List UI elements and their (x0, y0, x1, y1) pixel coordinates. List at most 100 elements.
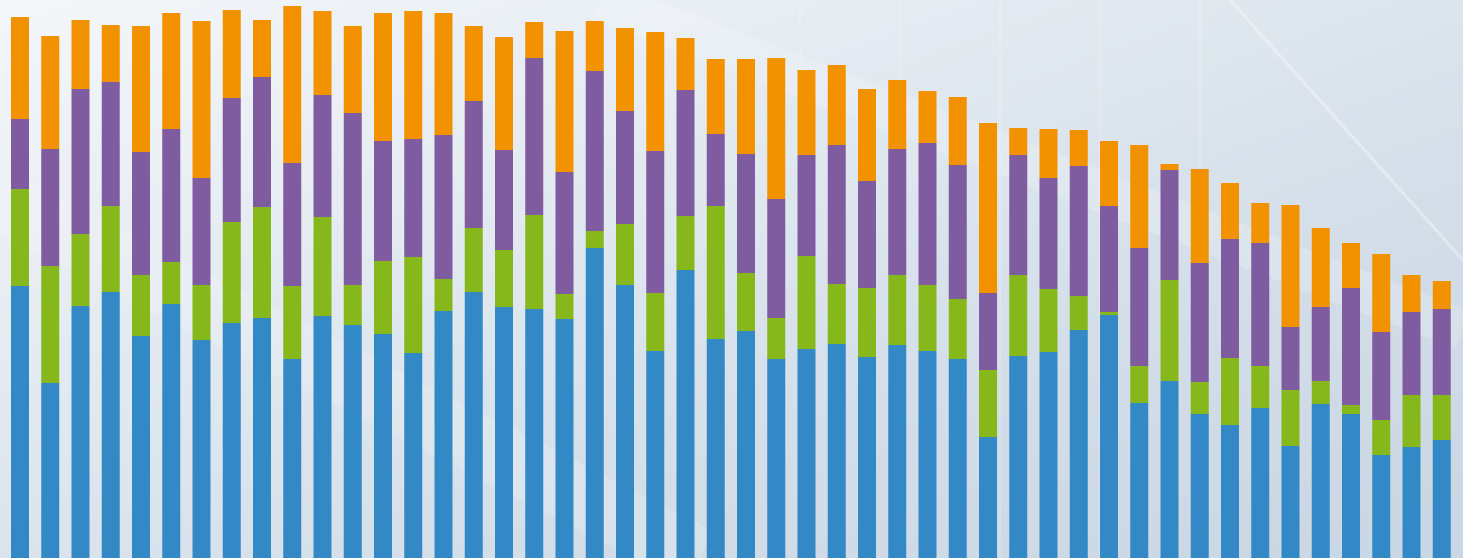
bar-segment (979, 123, 997, 293)
bar-segment (343, 285, 362, 325)
bar-segment (616, 224, 634, 285)
bar-segment (555, 319, 574, 558)
bar-segment (979, 437, 997, 558)
bar-segment (555, 294, 574, 319)
bar-segment (646, 32, 665, 151)
bar-segment (132, 275, 150, 336)
bar-segment (706, 59, 725, 134)
bar-segment (404, 139, 423, 257)
bar-segment (858, 89, 876, 181)
bar-segment (434, 135, 453, 279)
bar-segment (706, 339, 725, 558)
bar-segment (858, 288, 876, 357)
bar-segment (1432, 395, 1451, 440)
bar-segment (464, 228, 483, 292)
bar-segment (313, 217, 332, 316)
bar-segment (434, 279, 453, 311)
bar-segment (1100, 141, 1118, 206)
bar-segment (797, 349, 816, 558)
bar-segment (646, 293, 665, 351)
bar-segment (767, 318, 786, 359)
bar-segment (1342, 405, 1360, 414)
bar-segment (222, 98, 241, 222)
bar-segment (1311, 228, 1330, 307)
bar-segment (1130, 145, 1149, 248)
bar-segment (1160, 170, 1179, 280)
bar-segment (646, 151, 665, 293)
bar-segment (827, 65, 846, 145)
bar-segment (222, 10, 241, 98)
bar-segment (1281, 205, 1300, 327)
bar-segment (1402, 275, 1421, 312)
bar-segment (1190, 169, 1209, 263)
bar-segment (918, 91, 937, 143)
bar-segment (1221, 239, 1239, 358)
bar-segment (1402, 395, 1421, 447)
bar-segment (1311, 307, 1330, 381)
bar-segment (858, 357, 876, 558)
bar-segment (1009, 356, 1028, 558)
bar-segment (1251, 203, 1270, 243)
bar-segment (1009, 275, 1028, 356)
bar-segment (525, 22, 544, 58)
bar-segment (434, 311, 453, 558)
bar-segment (1100, 315, 1118, 558)
bar-segment (1402, 312, 1421, 395)
bar-segment (827, 284, 846, 344)
bar-segment (434, 13, 453, 135)
bar-segment (737, 59, 755, 154)
bar-segment (495, 250, 513, 307)
bar-segment (706, 134, 725, 206)
bar-segment (1432, 281, 1451, 309)
bar-segment (888, 149, 907, 275)
bar-segment (1402, 447, 1421, 558)
bar-segment (374, 141, 392, 261)
bar-segment (706, 206, 725, 339)
bar-segment (525, 309, 544, 558)
bar-segment (222, 222, 241, 323)
bar-segment (1160, 164, 1179, 170)
bar-segment (71, 20, 90, 89)
bar-segment (11, 17, 29, 119)
bar-segment (464, 26, 483, 101)
bar-segment (101, 292, 120, 558)
bar-segment (11, 119, 29, 189)
bar-segment (616, 111, 634, 224)
bar-segment (101, 206, 120, 292)
bar-segment (1130, 403, 1149, 558)
bar-segment (495, 150, 513, 250)
bar-segment (676, 270, 695, 558)
bar-segment (1311, 404, 1330, 558)
bar-segment (404, 353, 423, 558)
bar-segment (1100, 312, 1118, 315)
bar-segment (1190, 414, 1209, 558)
bar-segment (1009, 128, 1028, 155)
bar-segment (1372, 420, 1391, 455)
bar-segment (162, 262, 181, 304)
bar-segment (827, 344, 846, 558)
bar-segment (616, 28, 634, 111)
bar-segment (343, 113, 362, 285)
bar-segment (737, 273, 755, 331)
bar-segment (1160, 280, 1179, 381)
bar-segment (313, 95, 332, 217)
bar-segment (767, 58, 786, 199)
bar-segment (1221, 358, 1239, 425)
bar-segment (525, 58, 544, 215)
bar-segment (1009, 155, 1028, 275)
bar-segment (1221, 425, 1239, 558)
bar-segment (71, 306, 90, 558)
bar-segment (1251, 408, 1270, 558)
bar-segment (253, 207, 271, 318)
bar-segment (555, 31, 574, 172)
bar-segment (1160, 381, 1179, 558)
bar-segment (101, 25, 120, 82)
bar-segment (283, 286, 302, 359)
bar-segment (646, 351, 665, 558)
bar-segment (1281, 390, 1300, 446)
bar-segment (132, 152, 150, 275)
bar-segment (585, 71, 604, 231)
bar-segment (404, 11, 423, 139)
bar-segment (585, 248, 604, 558)
